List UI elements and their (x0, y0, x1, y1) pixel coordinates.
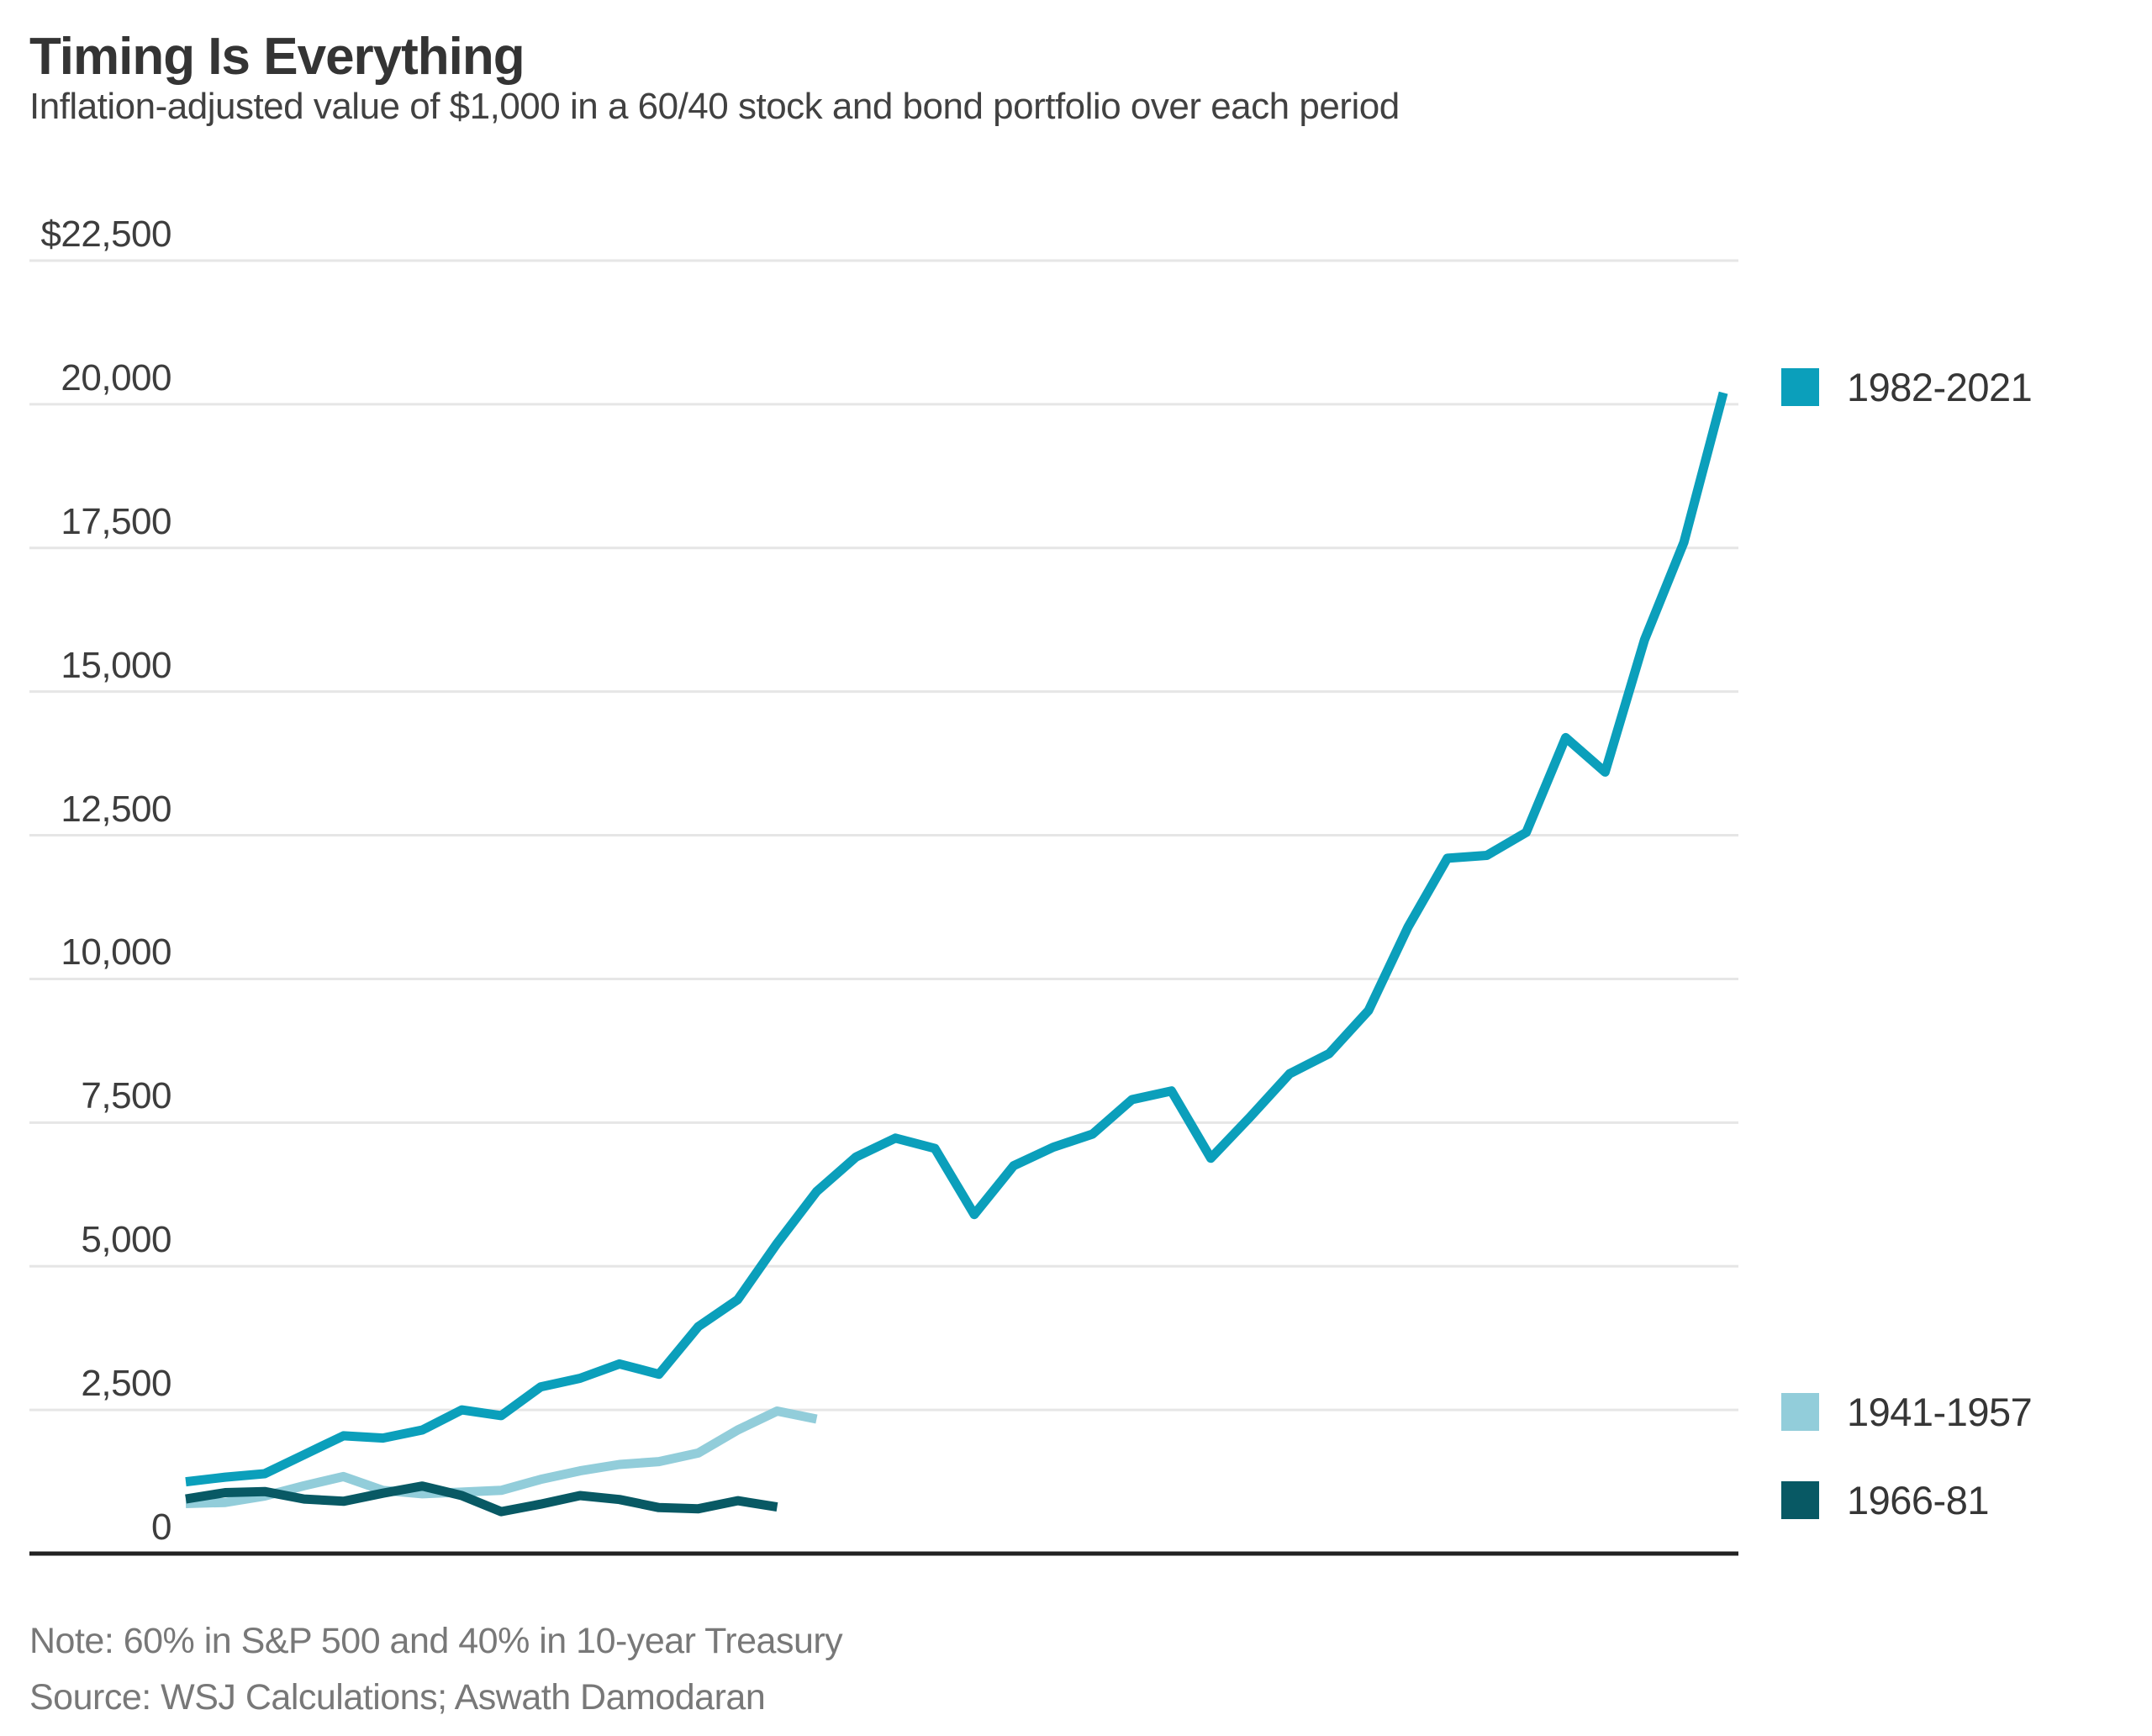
y-tick-label-7500: 7,500 (81, 1075, 171, 1117)
y-tick-label-15000: 15,000 (61, 644, 171, 686)
legend-label: 1941-1957 (1847, 1390, 2033, 1434)
legend-swatch-1941-1957 (1781, 1393, 1819, 1431)
chart-subtitle: Inflation-adjusted value of $1,000 in a … (29, 86, 1400, 127)
y-tick-label-12500: 12,500 (61, 788, 171, 830)
y-tick-label-22500: $22,500 (40, 214, 171, 255)
legend-label: 1966-81 (1847, 1478, 1990, 1522)
footnote: Note: 60% in S&P 500 and 40% in 10-year … (29, 1621, 843, 1661)
y-tick-label-5000: 5,000 (81, 1219, 171, 1261)
series-line-1966-81 (185, 1481, 778, 1517)
chart-title: Timing Is Everything (29, 28, 525, 86)
legend-item-1941-1957: 1941-1957 (1781, 1389, 2033, 1435)
series-line-1941-1957 (185, 1406, 818, 1508)
legend-swatch-1982-2021 (1781, 368, 1819, 406)
y-tick-label-10000: 10,000 (61, 931, 171, 974)
series-line-1982-2021 (185, 391, 1728, 1487)
y-tick-label-2500: 2,500 (81, 1363, 171, 1405)
y-tick-label-20000: 20,000 (61, 356, 171, 398)
y-tick-label-0: 0 (151, 1506, 171, 1548)
y-tick-label-17500: 17,500 (61, 500, 171, 542)
legend-label: 1982-2021 (1847, 365, 2033, 409)
source-line: Source: WSJ Calculations; Aswath Damodar… (29, 1677, 766, 1718)
legend-item-1982-2021: 1982-2021 (1781, 364, 2033, 410)
legend-item-1966-81: 1966-81 (1781, 1477, 1990, 1523)
legend-swatch-1966-81 (1781, 1481, 1819, 1519)
